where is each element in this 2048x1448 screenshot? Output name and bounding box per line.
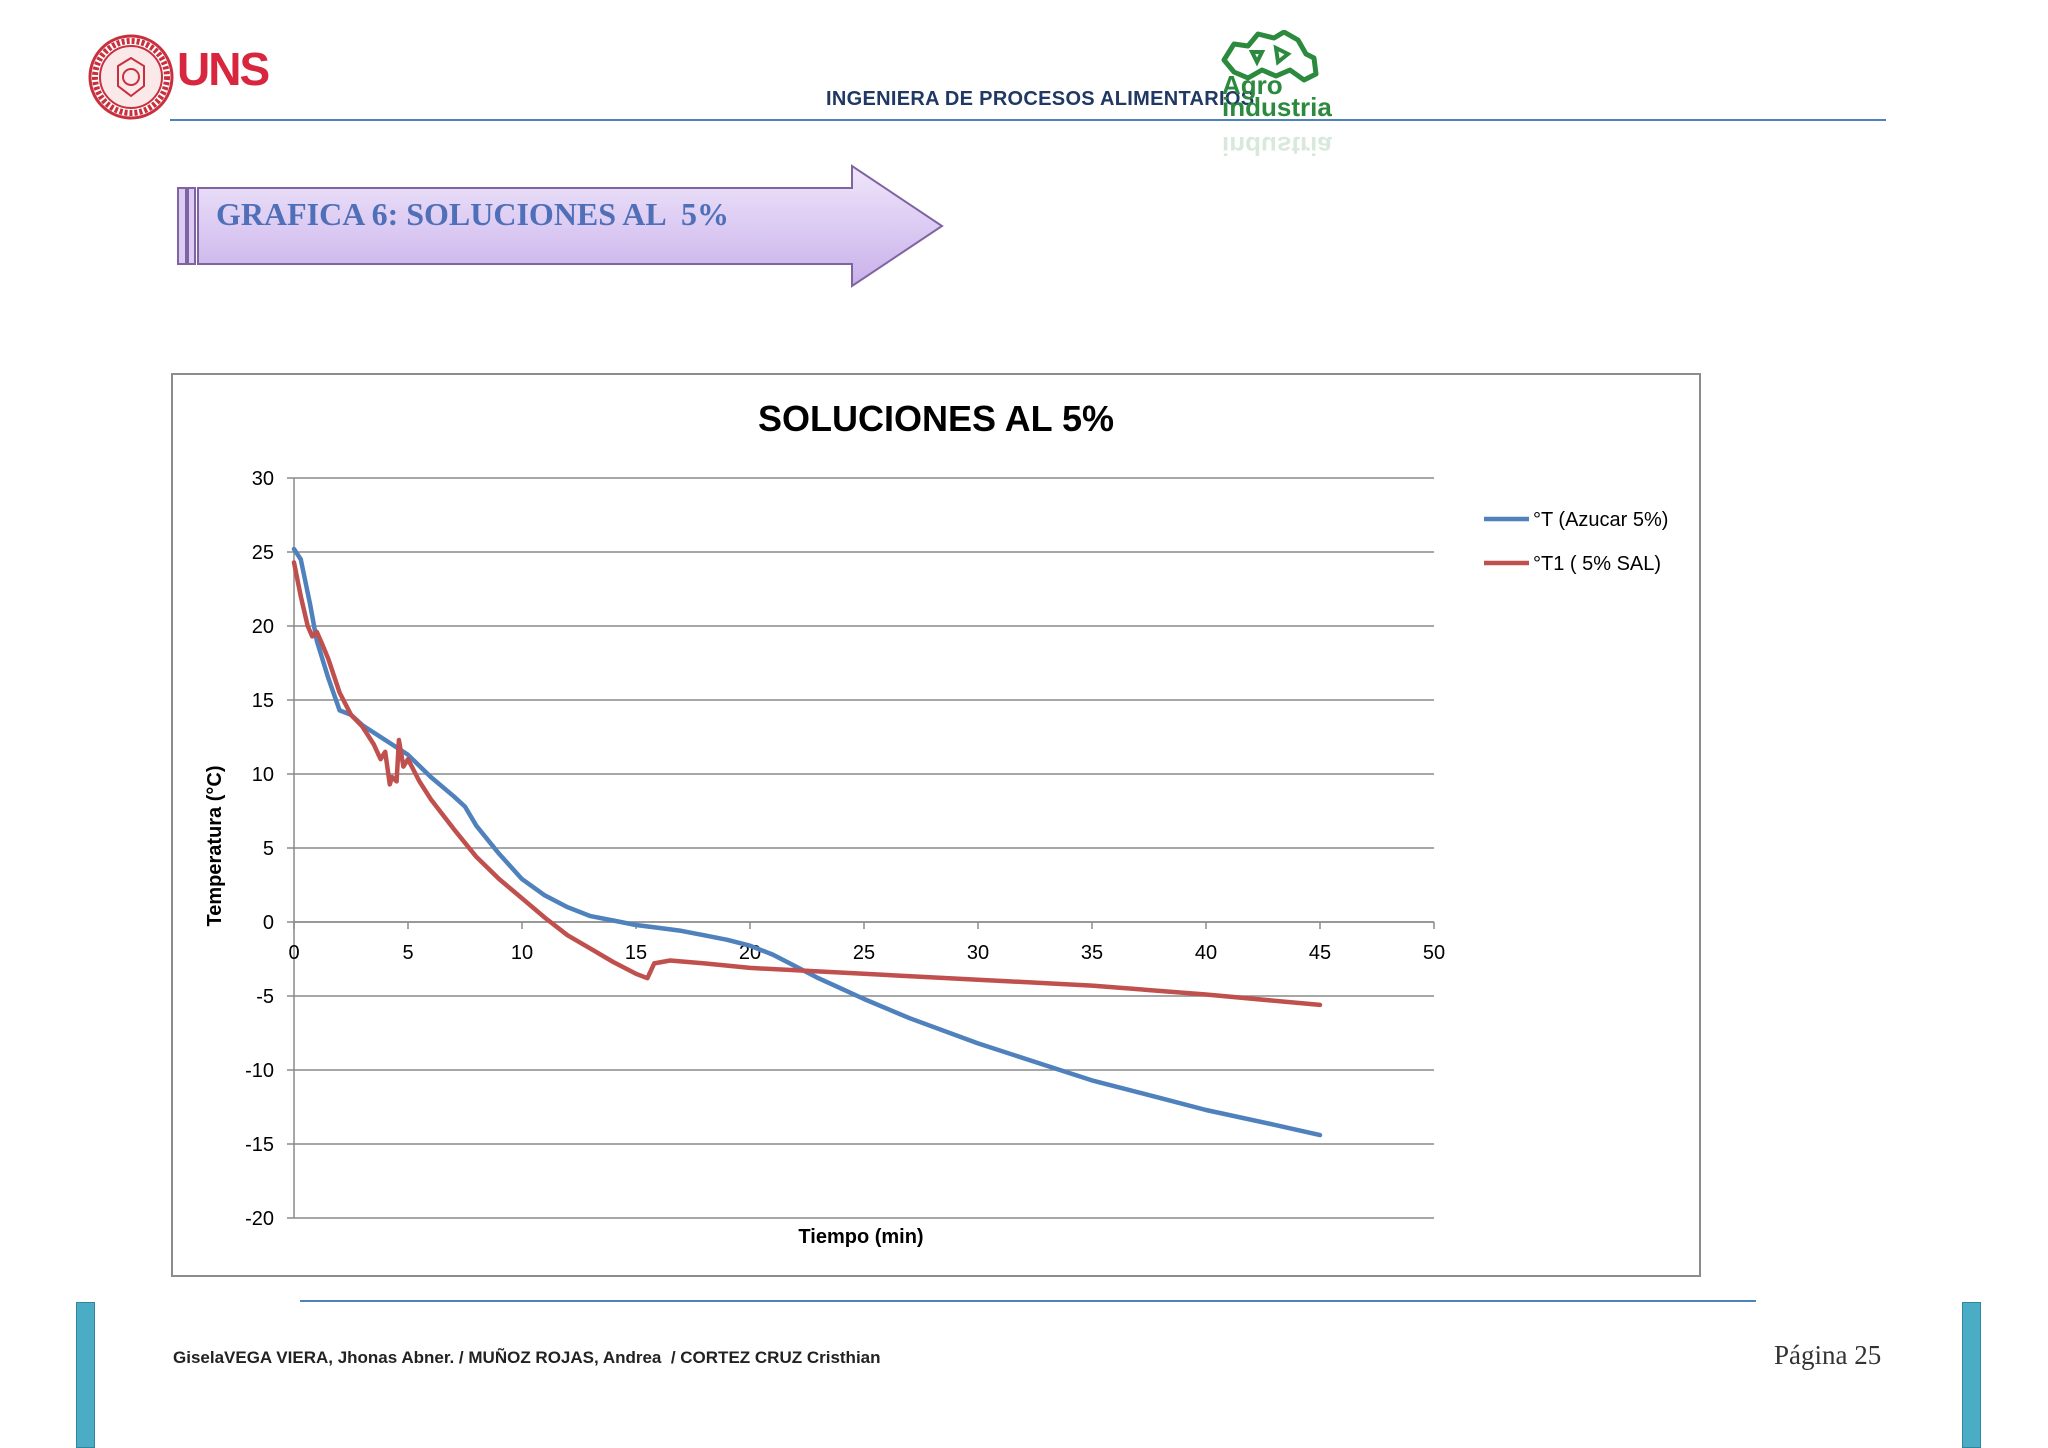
chart-series	[291, 546, 1323, 1138]
x-tick-label: 10	[511, 942, 533, 964]
y-tick-label: 15	[252, 690, 274, 712]
x-tick-label: 5	[402, 942, 413, 964]
x-tick-label: 40	[1195, 942, 1217, 964]
series-line-2	[291, 560, 1323, 1008]
x-tick-label: 0	[288, 942, 299, 964]
industria-line: industria	[1222, 92, 1332, 122]
y-tick-label: -5	[256, 986, 274, 1008]
agro-line: Agro	[1222, 70, 1283, 100]
x-tick-label: 25	[853, 942, 875, 964]
y-tick-label: 20	[252, 616, 274, 638]
x-tick-label: 15	[625, 942, 647, 964]
legend-label-2: °T1 ( 5% SAL)	[1533, 553, 1661, 575]
agroindustria-gear-logo	[1221, 30, 1319, 83]
page-number: Página 25	[1774, 1340, 1882, 1370]
y-tick-label: 30	[252, 468, 274, 490]
header-divider	[170, 119, 1886, 121]
header-title: INGENIERA DE PROCESOS ALIMENTARIOS	[826, 88, 1255, 110]
y-tick-labels: 30 25 20 15 10 5 0 -5 -10 -15 -20	[245, 468, 274, 1230]
line-chart: SOLUCIONES AL 5% 302520151050-5-10-15-20…	[204, 398, 1668, 1248]
chart-frame	[171, 373, 1701, 1277]
chart-legend: °T (Azucar 5%) °T1 ( 5% SAL)	[1484, 509, 1668, 575]
y-tick-label: 5	[263, 838, 274, 860]
uns-logo-text: UNS	[177, 43, 270, 95]
y-tick-label: 0	[263, 912, 274, 934]
agroindustria-logo-text: Agro industria	[1222, 70, 1332, 122]
y-tick-label: -10	[245, 1060, 274, 1082]
y-tick-label: -15	[245, 1134, 274, 1156]
x-tick-label: 50	[1423, 942, 1445, 964]
agroindustria-reflection: industria	[1222, 131, 1332, 161]
y-tick-label: -20	[245, 1208, 274, 1230]
chart-title: SOLUCIONES AL 5%	[758, 398, 1114, 439]
uns-seal-logo	[88, 34, 174, 120]
banner-title: GRAFICA 6: SOLUCIONES AL 5%	[216, 196, 729, 232]
x-tick-label: 45	[1309, 942, 1331, 964]
footer-right-accent-bar	[1962, 1302, 1981, 1448]
y-tick-label: 25	[252, 542, 274, 564]
x-tick-label: 35	[1081, 942, 1103, 964]
x-tick-label: 30	[967, 942, 989, 964]
chart-gridlines	[294, 477, 1434, 1219]
footer-left-accent-bar	[76, 1302, 95, 1448]
legend-label-1: °T (Azucar 5%)	[1533, 509, 1668, 531]
footer-divider	[300, 1300, 1756, 1302]
x-tick-labels: 0 5 10 15 20 25 30 35 40 45 50	[288, 942, 1445, 964]
chart-axes	[287, 477, 1435, 1219]
x-axis-label: Tiempo (min)	[798, 1226, 923, 1248]
banner-arrow	[177, 164, 944, 288]
y-tick-label: 10	[252, 764, 274, 786]
series-line-1	[291, 546, 1323, 1138]
y-axis-label: Temperatura (°C)	[204, 766, 226, 927]
footer-authors: GiselaVEGA VIERA, Jhonas Abner. / MUÑOZ …	[173, 1348, 881, 1367]
